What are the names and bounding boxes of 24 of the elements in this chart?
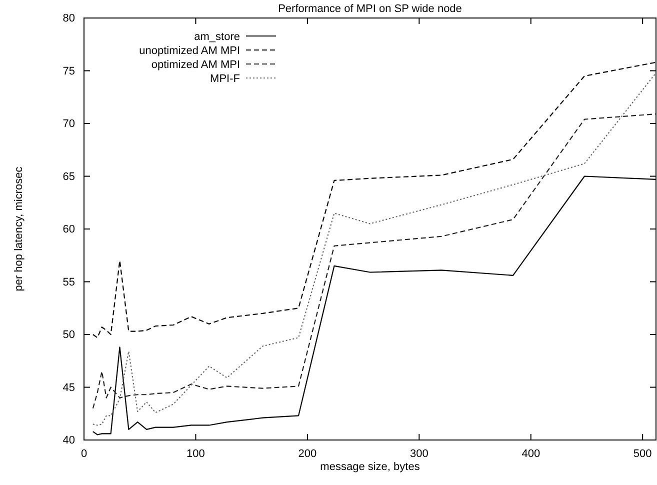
legend-label: MPI-F xyxy=(210,73,240,85)
y-tick-label: 60 xyxy=(62,224,75,236)
y-tick-label: 45 xyxy=(62,382,75,394)
legend-label: optimized AM MPI xyxy=(151,59,240,71)
y-tick-label: 80 xyxy=(62,12,75,25)
x-axis-title: message size, bytes xyxy=(320,461,420,473)
x-tick-label: 0 xyxy=(80,448,88,460)
y-tick-label: 50 xyxy=(62,329,75,342)
x-tick-label: 200 xyxy=(298,448,317,460)
y-tick-label: 40 xyxy=(62,434,75,447)
y-tick-label: 55 xyxy=(62,276,75,288)
x-tick-label: 100 xyxy=(186,448,205,460)
x-tick-label: 300 xyxy=(410,448,428,460)
line-series xyxy=(92,113,657,409)
y-tick-label: 65 xyxy=(62,170,75,183)
line-series xyxy=(92,72,657,426)
x-tick-label: 500 xyxy=(633,448,652,460)
legend-label: unoptimized AM MPI xyxy=(139,45,240,57)
legend-label: am_store xyxy=(194,31,240,43)
x-tick-label: 400 xyxy=(522,448,540,460)
chart-title: Performance of MPI on SP wide node xyxy=(278,3,462,15)
y-tick-label: 70 xyxy=(62,118,75,130)
y-axis-title: per hop latency, microsec xyxy=(13,166,25,292)
y-tick-label: 75 xyxy=(62,65,75,78)
